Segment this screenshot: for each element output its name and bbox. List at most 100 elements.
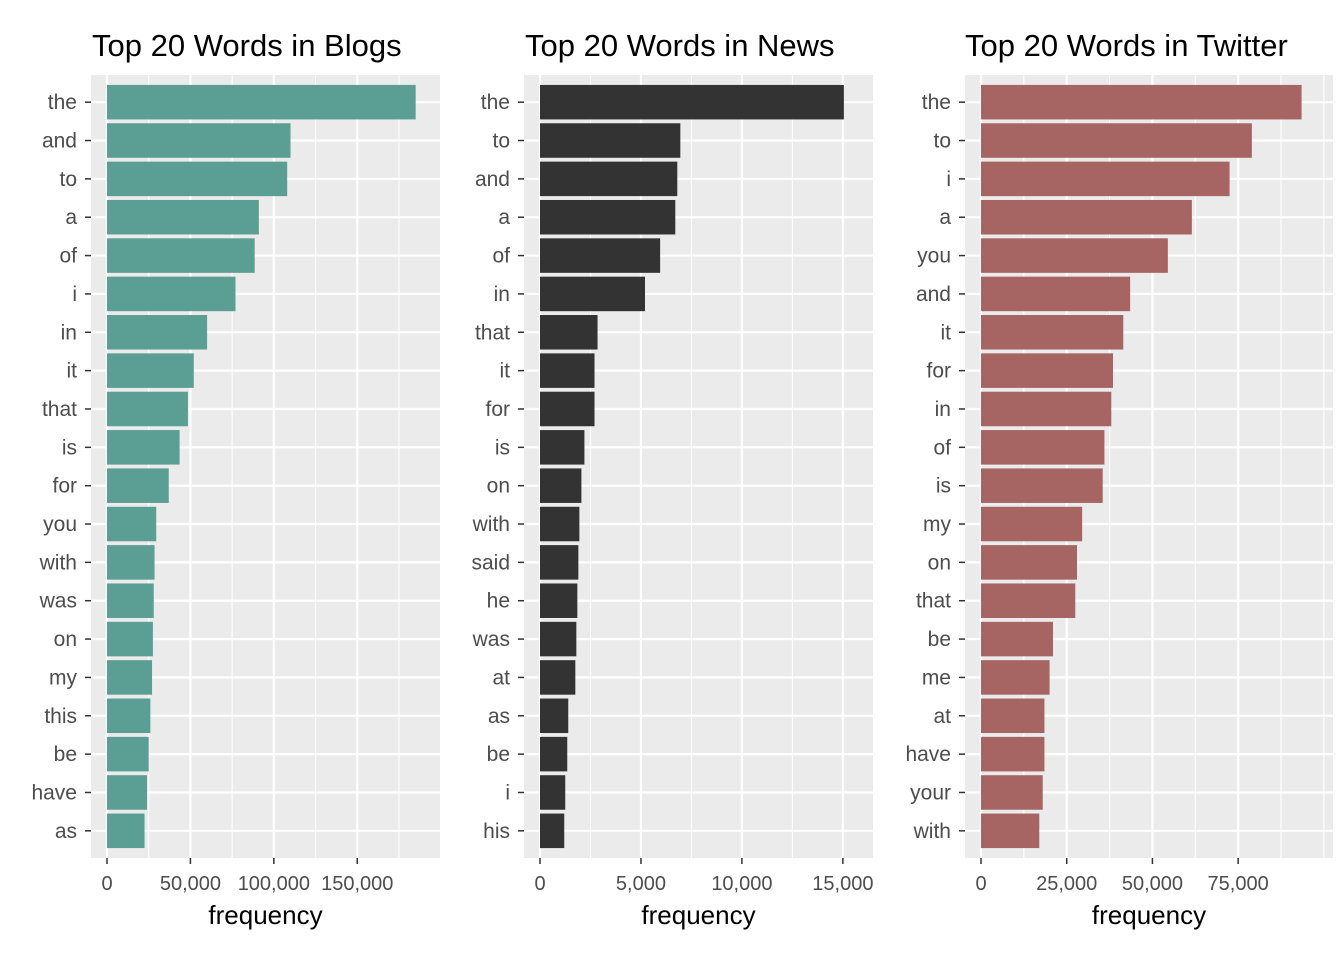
bar-as: [540, 698, 569, 734]
bar-me: [981, 660, 1050, 695]
y-tick-label: is: [936, 475, 951, 498]
bar-the: [981, 84, 1302, 120]
x-tick-label: 50,000: [1122, 873, 1183, 895]
y-tick-label: his: [483, 820, 510, 843]
y-tick-label: in: [494, 283, 510, 306]
bar-with: [981, 813, 1040, 849]
bar-the: [107, 84, 416, 120]
bar-your: [981, 775, 1043, 810]
y-tick-label: as: [55, 820, 77, 843]
y-tick-label: the: [922, 91, 951, 114]
bar-on: [981, 545, 1077, 580]
bar-with: [107, 545, 155, 580]
bar-and: [107, 123, 291, 158]
y-tick-label: my: [923, 513, 951, 536]
chart-panel-1: the and to a of i in it that is for you with was on my t…: [31, 28, 440, 930]
x-tick-label: 50,000: [160, 873, 221, 895]
y-tick-label: is: [62, 436, 77, 459]
y-tick-label: this: [44, 705, 77, 728]
y-tick-label: to: [492, 130, 510, 153]
bar-have: [107, 775, 148, 810]
y-tick-label: your: [910, 781, 951, 804]
bar-you: [981, 238, 1168, 273]
y-tick-label: that: [475, 321, 510, 344]
y-tick-label: i: [505, 781, 510, 804]
bar-that: [107, 391, 188, 427]
bar-in: [107, 315, 208, 350]
y-tick-label: be: [54, 743, 77, 766]
y-tick-label: me: [922, 666, 951, 689]
x-tick-label: 0: [101, 873, 112, 895]
bar-in: [981, 391, 1112, 427]
bar-this: [107, 698, 151, 734]
bar-be: [981, 621, 1053, 657]
x-tick-label: 5,000: [616, 873, 666, 895]
bar-of: [981, 430, 1105, 465]
bar-for: [981, 353, 1113, 388]
bar-i: [981, 161, 1230, 197]
x-axis-label: frequency: [1092, 900, 1206, 930]
bar-it: [107, 353, 194, 388]
bar-to: [981, 123, 1252, 158]
bar-my: [981, 506, 1083, 542]
bar-was: [107, 583, 154, 618]
y-tick-label: with: [913, 820, 951, 843]
bar-be: [540, 736, 568, 772]
y-tick-label: you: [43, 513, 77, 536]
y-tick-label: that: [916, 590, 951, 613]
x-tick-label: 75,000: [1208, 873, 1269, 895]
y-tick-label: that: [42, 398, 77, 421]
x-tick-label: 0: [975, 873, 986, 895]
bar-was: [540, 621, 577, 657]
bar-on: [107, 621, 153, 657]
bar-with: [540, 506, 580, 542]
bar-a: [107, 199, 259, 235]
y-tick-label: it: [500, 360, 511, 383]
y-tick-label: and: [475, 168, 510, 191]
bar-a: [981, 199, 1192, 235]
bar-he: [540, 583, 578, 618]
bar-and: [540, 161, 678, 197]
chart-title: Top 20 Words in News: [525, 28, 835, 63]
y-tick-label: have: [31, 781, 77, 804]
y-tick-label: on: [487, 475, 510, 498]
y-tick-label: of: [59, 245, 77, 268]
bar-be: [107, 736, 149, 772]
bar-on: [540, 468, 582, 503]
bar-a: [540, 199, 676, 235]
bar-is: [107, 430, 180, 465]
chart-panel-2: the to and a of in that it for is on with said he was a…: [471, 28, 873, 930]
y-tick-label: at: [492, 666, 510, 689]
y-tick-label: for: [926, 360, 951, 383]
bar-you: [107, 506, 157, 542]
bar-his: [540, 813, 565, 849]
y-tick-label: on: [928, 551, 951, 574]
y-tick-label: be: [928, 628, 951, 651]
y-tick-label: the: [481, 91, 510, 114]
y-tick-label: is: [495, 436, 510, 459]
x-axis-label: frequency: [641, 900, 755, 930]
bar-and: [981, 276, 1131, 312]
y-tick-label: with: [39, 551, 77, 574]
y-tick-label: it: [67, 360, 78, 383]
bar-at: [540, 660, 576, 695]
bar-that: [981, 583, 1076, 618]
chart-title: Top 20 Words in Blogs: [92, 28, 402, 63]
y-tick-label: for: [485, 398, 510, 421]
bar-that: [540, 315, 598, 350]
y-tick-label: on: [54, 628, 77, 651]
y-tick-label: my: [49, 666, 77, 689]
y-tick-label: to: [59, 168, 77, 191]
y-tick-label: as: [488, 705, 510, 728]
bar-for: [107, 468, 169, 503]
bar-as: [107, 813, 145, 849]
y-tick-label: you: [917, 245, 951, 268]
bar-i: [540, 775, 566, 810]
y-tick-label: be: [487, 743, 510, 766]
y-tick-label: and: [42, 130, 77, 153]
x-tick-label: 15,000: [812, 873, 873, 895]
x-axis-label: frequency: [208, 900, 322, 930]
y-tick-label: it: [941, 321, 952, 344]
x-tick-label: 100,000: [238, 873, 310, 895]
